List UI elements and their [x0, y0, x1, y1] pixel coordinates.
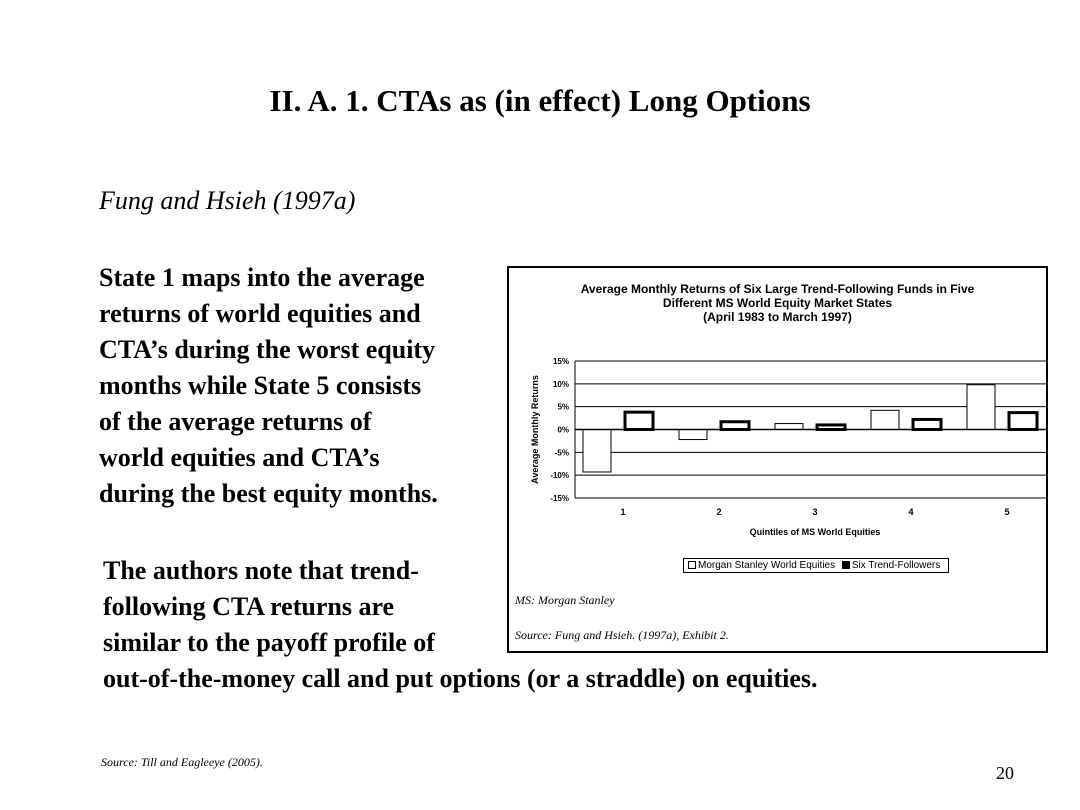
y-tick-label: -15%: [550, 494, 569, 503]
x-tick-label: 2: [716, 507, 721, 517]
y-axis-label: Average Monthly Returns: [530, 375, 540, 484]
bar-equities: [582, 429, 612, 473]
paragraph-line: following CTA returns are: [103, 592, 395, 621]
citation: Fung and Hsieh (1997a): [99, 186, 356, 215]
legend-label: Morgan Stanley World Equities: [698, 560, 836, 571]
x-tick-label: 1: [620, 507, 625, 517]
chart-ms-note: MS: Morgan Stanley: [515, 593, 615, 607]
y-tick-label: 0%: [557, 426, 569, 435]
y-tick-label: 10%: [553, 380, 569, 389]
legend-item-equities: Morgan Stanley World Equities: [688, 560, 835, 571]
chart-legend: Morgan Stanley World Equities Six Trend-…: [683, 558, 950, 573]
y-tick-label: -10%: [550, 471, 569, 480]
bar-trend-followers: [911, 417, 943, 432]
x-tick-label: 3: [812, 507, 817, 517]
legend-swatch-filled: [841, 561, 850, 570]
bar-trend-followers: [719, 420, 751, 431]
x-tick-label: 4: [908, 507, 913, 517]
bar-chart: 15% 10% 5% 0% -5% -10% -15% Average Monthly Ret…: [530, 357, 1046, 537]
chart-title: Average Monthly Returns of Six Large Tre…: [509, 282, 1046, 324]
paragraph-line: CTA’s during the worst equity: [99, 335, 436, 364]
chart-title-line: (April 1983 to March 1997): [703, 310, 852, 324]
slide-title: II. A. 1. CTAs as (in effect) Long Optio…: [269, 83, 811, 118]
paragraph-authors-note: The authors note that trend- following C…: [103, 553, 818, 697]
legend-swatch-empty: [688, 561, 696, 570]
bar-equities: [678, 429, 708, 441]
paragraph-line: State 1 maps into the average: [99, 263, 425, 292]
paragraph-line: The authors note that trend-: [103, 556, 419, 585]
bar-trend-followers: [623, 410, 655, 431]
bar-trend-followers: [1007, 411, 1039, 431]
legend-item-trend-followers: Six Trend-Followers: [841, 560, 941, 571]
paragraph-line: world equities and CTA’s: [99, 443, 380, 472]
bar-equities: [870, 409, 900, 431]
legend-label: Six Trend-Followers: [851, 560, 941, 571]
paragraph-line: during the best equity months.: [99, 479, 438, 508]
x-axis-label: Quintiles of MS World Equities: [750, 527, 881, 537]
x-tick-label: 5: [1004, 507, 1009, 517]
chart-panel: Average Monthly Returns of Six Large Tre…: [507, 266, 1048, 653]
bar-equities: [966, 384, 996, 430]
chart-source: Source: Fung and Hsieh. (1997a), Exhibit…: [515, 628, 729, 642]
paragraph-line: out-of-the-money call and put options (o…: [103, 664, 818, 693]
footer-source: Source: Till and Eagleeye (2005).: [101, 755, 263, 769]
y-tick-label: -5%: [555, 448, 569, 457]
chart-title-line: Average Monthly Returns of Six Large Tre…: [580, 282, 975, 296]
paragraph-line: returns of world equities and: [99, 299, 421, 328]
page-number: 20: [996, 763, 1014, 783]
paragraph-line: similar to the payoff profile of: [103, 628, 435, 657]
paragraph-states: State 1 maps into the average returns of…: [99, 260, 499, 512]
paragraph-line: months while State 5 consists: [99, 371, 422, 400]
y-tick-label: 15%: [553, 357, 569, 366]
chart-title-line: Different MS World Equity Market States: [662, 296, 893, 310]
paragraph-line: of the average returns of: [99, 407, 372, 436]
bar-equities: [774, 423, 804, 431]
y-tick-label: 5%: [557, 403, 569, 412]
